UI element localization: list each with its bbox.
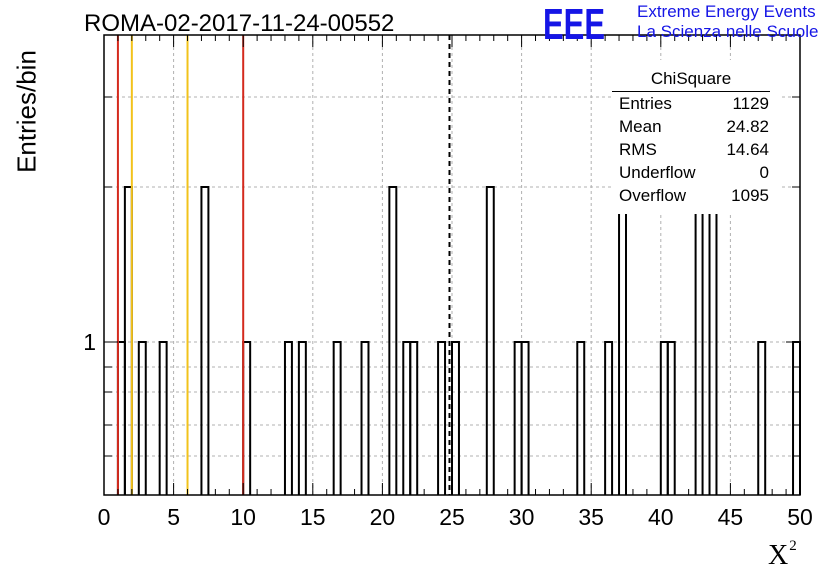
logo-line-2: La Scienza nelle Scuole <box>637 22 819 41</box>
histogram-bar <box>402 341 412 495</box>
histogram-bar <box>694 186 704 495</box>
histogram-bar <box>332 341 342 495</box>
x-tick-label: 25 <box>439 504 465 530</box>
histogram-bar <box>200 186 210 495</box>
histogram-bar <box>360 341 370 495</box>
stats-row: Underflow 0 <box>619 163 769 182</box>
histogram-bar <box>576 341 586 495</box>
reference-lines <box>116 35 451 495</box>
histogram-bar <box>520 341 530 495</box>
stats-row: Mean 24.82 <box>619 117 769 136</box>
x-tick-label: 0 <box>98 504 111 530</box>
x-tick-label: 20 <box>370 504 396 530</box>
histogram-bars <box>116 186 801 495</box>
x-tick-label: 50 <box>787 504 813 530</box>
histogram-bar <box>666 341 676 495</box>
histogram-bar <box>708 186 718 495</box>
histogram-bar <box>137 341 147 495</box>
x-tick-label: 35 <box>578 504 604 530</box>
eee-logo: EEE <box>543 2 605 42</box>
histogram-bar <box>485 186 495 495</box>
histogram-bar <box>297 341 307 495</box>
histogram-bar <box>659 341 669 495</box>
stats-title: ChiSquare <box>612 61 770 92</box>
histogram-bar <box>604 341 614 495</box>
x-tick-label: 5 <box>167 504 180 530</box>
histogram-bar <box>283 341 293 495</box>
histogram-bar <box>123 186 133 495</box>
stats-box: ChiSquare Entries 1129 Mean 24.82 RMS 14.64… <box>611 60 779 214</box>
histogram-bar <box>792 341 801 495</box>
axes: 0 5 10 15 20 25 30 35 40 45 50 1 <box>83 35 813 530</box>
chart-title: ROMA-02-2017-11-24-00552 <box>84 10 395 37</box>
histogram-bar <box>409 341 419 495</box>
x-axis-label: X2 <box>768 538 797 571</box>
x-tick-label: 30 <box>509 504 535 530</box>
histogram-bar <box>437 341 447 495</box>
x-tick-label: 45 <box>718 504 744 530</box>
histogram-bar <box>242 341 252 495</box>
y-tick-label: 1 <box>83 329 96 355</box>
x-tick-label: 40 <box>648 504 674 530</box>
logo-line-1: Extreme Energy Events <box>637 2 816 21</box>
histogram-bar <box>618 186 627 495</box>
x-tick-label: 10 <box>230 504 256 530</box>
stats-row: Overflow 1095 <box>619 186 769 205</box>
histogram-bar <box>388 186 398 495</box>
stats-row: RMS 14.64 <box>619 140 769 159</box>
svg-text:EEE: EEE <box>543 2 605 42</box>
histogram-bar <box>451 341 460 495</box>
histogram-bar <box>757 341 767 495</box>
histogram-bar <box>158 341 168 495</box>
x-tick-label: 15 <box>300 504 326 530</box>
histogram-bar <box>513 341 523 495</box>
y-axis-label: Entries/bin <box>11 50 42 173</box>
histogram-bar <box>116 341 126 495</box>
stats-row: Entries 1129 <box>619 94 769 113</box>
